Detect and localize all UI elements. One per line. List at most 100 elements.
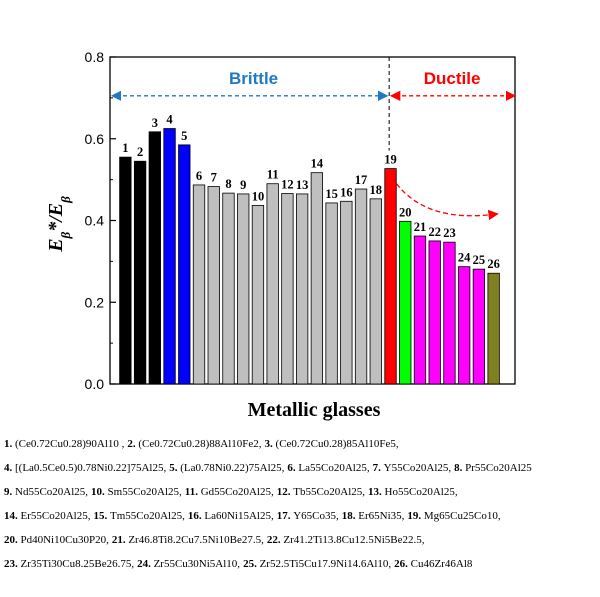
legend-item-composition: Zr35Ti30Cu8.25Be26.75, bbox=[20, 558, 135, 570]
bar-label: 17 bbox=[355, 173, 368, 187]
bar-label: 24 bbox=[458, 251, 471, 265]
legend-item-number: 26. bbox=[394, 558, 411, 570]
legend-item: 5. (La0.78Ni0.22)75Al25, bbox=[169, 462, 284, 474]
legend-item: 3. (Ce0.72Cu0.28)85Al10Fe5, bbox=[265, 438, 399, 450]
bar bbox=[237, 193, 250, 385]
bar-label: 15 bbox=[325, 187, 338, 201]
legend-item-composition: Zr55Cu30Ni5Al10, bbox=[153, 558, 241, 570]
legend-item-composition: (La0.78Ni0.22)75Al25, bbox=[180, 462, 285, 474]
legend-item-composition: Tm55Co20Al25, bbox=[109, 510, 185, 522]
bar-label: 13 bbox=[296, 178, 309, 192]
legend-item-number: 6. bbox=[287, 462, 299, 474]
legend-item-composition: Sm55Co20Al25, bbox=[107, 486, 182, 498]
legend-item-composition: Y55Co20Al25, bbox=[383, 462, 452, 474]
legend-item: 11. Gd55Co20Al25, bbox=[185, 486, 274, 498]
legend-item-number: 21. bbox=[111, 534, 129, 546]
bar-label: 20 bbox=[399, 205, 412, 219]
bar bbox=[295, 193, 309, 385]
legend-item-number: 3. bbox=[264, 438, 276, 450]
bars-group bbox=[119, 128, 500, 385]
bar-label: 11 bbox=[267, 168, 279, 182]
legend-item-number: 24. bbox=[137, 558, 154, 570]
legend-item: 7. Y55Co20Al25, bbox=[373, 462, 452, 474]
legend-item-composition: Zr52.5Ti5Cu17.9Ni14.6Al10, bbox=[259, 558, 392, 570]
bar-label: 8 bbox=[225, 177, 231, 191]
bar bbox=[266, 183, 279, 385]
bar bbox=[251, 204, 265, 385]
bar bbox=[428, 240, 441, 385]
bar-label: 26 bbox=[487, 257, 500, 271]
bar-label: 12 bbox=[281, 178, 294, 192]
legend-item-number: 12. bbox=[276, 486, 294, 498]
legend-item: 13. Ho55Co20Al25, bbox=[368, 486, 458, 498]
legend-item-number: 7. bbox=[372, 462, 384, 474]
legend-item-number: 17. bbox=[276, 510, 294, 522]
annotations-group: Brittle Ductile bbox=[110, 57, 517, 221]
bar bbox=[399, 220, 412, 385]
legend-item-composition: Ho55Co20Al25, bbox=[384, 486, 458, 498]
bar bbox=[487, 272, 500, 385]
bar-label: 19 bbox=[384, 153, 397, 167]
y-axis-label: Eβ*/Eβ bbox=[45, 196, 73, 253]
legend-item: 21. Zr46.8Ti8.2Cu7.5Ni10Be27.5, bbox=[112, 534, 264, 546]
legend-item-number: 23. bbox=[4, 558, 21, 570]
legend-item: 15. Tm55Co20Al25, bbox=[93, 510, 184, 522]
bar bbox=[472, 268, 486, 385]
bar bbox=[148, 131, 161, 385]
bar bbox=[178, 144, 191, 385]
bar-label: 4 bbox=[166, 113, 173, 127]
legend-item-number: 5. bbox=[169, 462, 181, 474]
legend-item: 17. Y65Co35, bbox=[277, 510, 339, 522]
bar bbox=[325, 202, 338, 385]
bar-label: 1 bbox=[122, 141, 128, 155]
y-tick-label: 0.0 bbox=[85, 376, 105, 392]
bar bbox=[413, 235, 427, 385]
bar bbox=[163, 128, 176, 385]
legend-item-number: 14. bbox=[4, 510, 21, 522]
composition-legend: 1. (Ce0.72Cu0.28)90Al10 , 2. (Ce0.72Cu0.2… bbox=[4, 432, 596, 576]
bar bbox=[458, 266, 471, 385]
bar bbox=[222, 192, 235, 385]
legend-item-number: 15. bbox=[93, 510, 110, 522]
bar-label: 7 bbox=[211, 171, 217, 185]
y-tick-label: 0.2 bbox=[85, 294, 105, 310]
bar bbox=[207, 186, 220, 385]
legend-item-composition: [(La0.5Ce0.5)0.78Ni0.22]75Al25, bbox=[15, 462, 167, 474]
bar bbox=[354, 188, 368, 385]
legend-item-number: 10. bbox=[91, 486, 108, 498]
legend-item-composition: Gd55Co20Al25, bbox=[200, 486, 274, 498]
legend-item: 2. (Ce0.72Cu0.28)88Al10Fe2, bbox=[127, 438, 261, 450]
bar-label: 6 bbox=[196, 169, 202, 183]
bar-label: 9 bbox=[240, 178, 246, 192]
trend-arrow bbox=[396, 183, 499, 221]
legend-item-composition: Er65Ni35, bbox=[358, 510, 405, 522]
y-tick-label: 0.4 bbox=[85, 213, 105, 229]
legend-item: 22. Zr41.2Ti13.8Cu12.5Ni5Be22.5, bbox=[267, 534, 425, 546]
bar-label: 2 bbox=[137, 145, 143, 159]
bar-label: 25 bbox=[473, 253, 486, 267]
legend-item-composition: Er55Co20Al25, bbox=[20, 510, 91, 522]
bar bbox=[369, 198, 382, 385]
legend-item: 12. Tb55Co20Al25, bbox=[277, 486, 365, 498]
legend-item-composition: Y65Co35, bbox=[293, 510, 339, 522]
ductile-label: Ductile bbox=[424, 69, 481, 88]
bar-label: 3 bbox=[152, 116, 158, 130]
x-axis-label: Metallic glasses bbox=[248, 399, 381, 421]
legend-item: 14. Er55Co20Al25, bbox=[4, 510, 90, 522]
legend-item-number: 4. bbox=[4, 462, 15, 474]
legend-item: 25. Zr52.5Ti5Cu17.9Ni14.6Al10, bbox=[243, 558, 391, 570]
bar-label: 22 bbox=[428, 225, 441, 239]
bar bbox=[133, 160, 147, 385]
bar-label: 21 bbox=[414, 220, 427, 234]
legend-item-number: 22. bbox=[266, 534, 284, 546]
bar-label: 10 bbox=[252, 189, 265, 203]
legend-item: 6. La55Co20Al25, bbox=[287, 462, 369, 474]
legend-item-composition: Pd40Ni10Cu30P20, bbox=[20, 534, 109, 546]
y-tick-label: 0.8 bbox=[85, 49, 105, 65]
legend-item-number: 18. bbox=[341, 510, 359, 522]
legend-item-number: 1. bbox=[4, 438, 15, 450]
legend-item: 26. Cu46Zr46Al8 bbox=[394, 558, 472, 570]
bar bbox=[443, 241, 456, 385]
legend-item: 23. Zr35Ti30Cu8.25Be26.75, bbox=[4, 558, 134, 570]
